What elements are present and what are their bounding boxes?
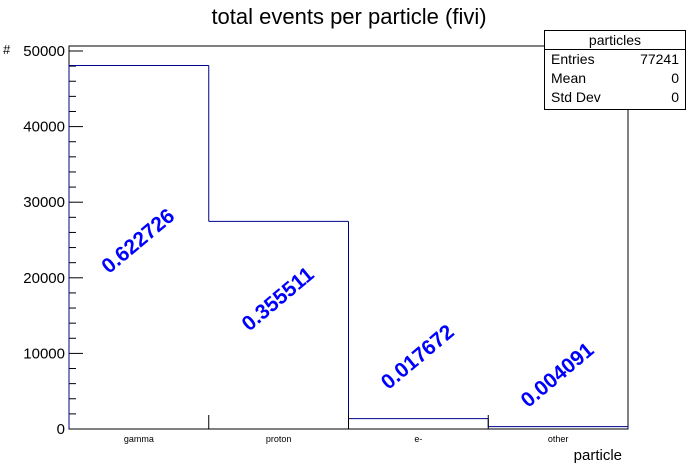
y-axis-label: # — [3, 42, 11, 57]
x-tick-label: gamma — [124, 434, 154, 444]
stats-label: Mean — [551, 70, 587, 86]
x-tick-label: other — [548, 434, 569, 444]
bar-value-label: 0.355511 — [238, 262, 319, 335]
y-axis: 0 10000 20000 30000 40000 50000 — [23, 43, 83, 438]
stats-label: Std Dev — [551, 89, 601, 105]
chart-title: total events per particle (fivi) — [211, 4, 486, 29]
stats-value: 0 — [671, 70, 679, 86]
histogram-bars — [68, 65, 629, 429]
x-tick-label: e- — [414, 434, 422, 444]
stats-row-entries: Entries 77241 — [545, 50, 685, 69]
stats-box: particles Entries 77241 Mean 0 Std Dev 0 — [544, 30, 686, 110]
x-tick-label: proton — [266, 434, 292, 444]
y-tick-label: 0 — [57, 421, 65, 438]
y-tick-label: 20000 — [23, 270, 65, 287]
y-tick-label: 10000 — [23, 345, 65, 362]
y-tick-label: 50000 — [23, 43, 65, 60]
bar-value-label: 0.004091 — [517, 338, 599, 412]
bar-value-label: 0.017672 — [377, 320, 459, 394]
stats-value: 0 — [671, 89, 679, 105]
stats-label: Entries — [551, 51, 595, 67]
x-axis: gamma proton e-other — [124, 415, 569, 444]
y-tick-label: 40000 — [23, 119, 65, 136]
x-axis-label: particle — [574, 447, 622, 464]
stats-row-std-dev: Std Dev 0 — [545, 88, 685, 107]
bar-value-label: 0.622726 — [97, 204, 179, 278]
y-tick-label: 30000 — [23, 194, 65, 211]
stats-row-mean: Mean 0 — [545, 69, 685, 88]
stats-box-title: particles — [545, 31, 685, 50]
stats-value: 77241 — [640, 51, 679, 67]
